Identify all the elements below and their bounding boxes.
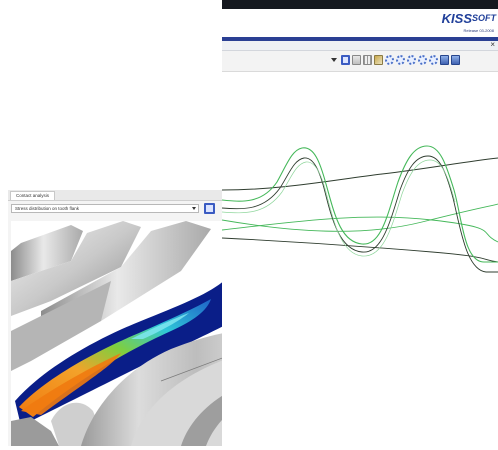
view-controls: Stress distribution on tooth flank	[8, 201, 222, 217]
save-icon[interactable]	[204, 203, 215, 214]
kisssoft-logo: KISSSOFT	[442, 11, 496, 26]
tool-icon[interactable]	[440, 55, 449, 65]
profile-crossing-line	[222, 237, 498, 263]
profile-crossing-line	[222, 216, 498, 243]
tooth-profile-svg	[222, 145, 498, 273]
profile-crossing-line	[222, 203, 498, 232]
result-type-value: Stress distribution on tooth flank	[15, 206, 80, 211]
kisssoft-window: KISSSOFT Release 03-2008 ×	[222, 0, 498, 300]
logo-kiss-text: KISS	[441, 11, 472, 26]
version-label: Release 03-2008	[463, 28, 494, 33]
close-icon[interactable]: ×	[490, 40, 495, 49]
gear-icon[interactable]	[429, 55, 438, 65]
contact-analysis-window: Contact analysis Stress distribution on …	[8, 190, 222, 446]
profile-crossing-line	[222, 157, 498, 191]
kisssoft-banner	[222, 9, 498, 41]
meshing-gear-groove	[181, 395, 222, 446]
stress-highlight	[131, 313, 189, 339]
tooth-profile-curve	[222, 159, 456, 257]
toolbar-icon-group	[331, 55, 460, 65]
image-icon[interactable]	[374, 55, 383, 65]
chevron-down-icon[interactable]	[192, 207, 196, 210]
gear-tooth	[11, 221, 141, 316]
chart-icon[interactable]	[352, 55, 361, 65]
gear-icon[interactable]	[396, 55, 405, 65]
save-icon[interactable]	[341, 55, 350, 65]
tab-bar: Contact analysis	[8, 190, 222, 201]
tooth-profile-curve	[222, 155, 498, 273]
tooth-profile-plot[interactable]	[222, 72, 498, 300]
panel-header: ×	[222, 40, 498, 51]
tab-contact-analysis[interactable]: Contact analysis	[10, 191, 56, 200]
gear-icon[interactable]	[418, 55, 427, 65]
gear-tooth	[11, 225, 83, 281]
meshing-gear-edge-line	[160, 357, 222, 382]
gear-icon[interactable]	[385, 55, 394, 65]
graphics-toolbar	[222, 51, 498, 72]
window-title-bar[interactable]	[222, 0, 498, 9]
gear-icon[interactable]	[407, 55, 416, 65]
gear-stress-render	[11, 221, 222, 446]
gear-body	[11, 417, 59, 446]
stress-3d-view[interactable]	[11, 221, 222, 446]
result-type-select[interactable]: Stress distribution on tooth flank	[11, 204, 199, 213]
logo-soft-text: SOFT	[472, 13, 496, 23]
table-icon[interactable]	[363, 55, 372, 65]
stress-hotspot	[21, 353, 121, 415]
tool-icon[interactable]	[451, 55, 460, 65]
dropdown-arrow-icon[interactable]	[331, 58, 337, 62]
gear-tooth	[11, 281, 111, 371]
banner-divider	[222, 37, 498, 41]
tooth-profile-curve	[222, 145, 498, 263]
